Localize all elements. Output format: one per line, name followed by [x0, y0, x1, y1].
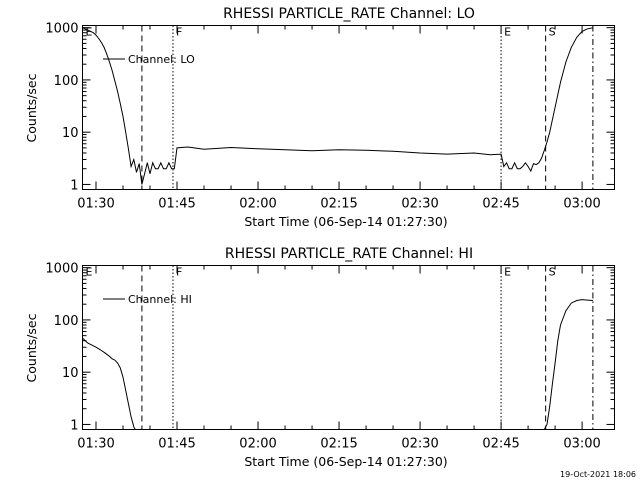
event-marker-label-lo: S: [549, 26, 556, 39]
y-tick-label-lo: 100: [54, 74, 79, 89]
ylabel-lo: Counts/sec: [24, 73, 39, 142]
chart-panel-lo: RHESSI PARTICLE_RATE Channel: LO Counts/…: [24, 6, 615, 229]
legend-entry-hi: Channel: HI: [128, 293, 192, 306]
y-tick-label-lo: 1: [70, 178, 78, 193]
event-marker-label-hi: E: [86, 266, 93, 279]
event-marker-label-hi: E: [504, 266, 511, 279]
y-tick-label-lo: 1000: [45, 22, 78, 37]
y-tick-label-hi: 1: [70, 418, 78, 433]
y-tick-label-hi: 1000: [45, 262, 78, 277]
series-hi: [82, 299, 593, 430]
x-tick-label-lo: 02:00: [239, 197, 276, 212]
tick-labels-lo: 01:30 01:45 02:00 02:15 02:30 02:45 03:00 1 10 10…: [45, 22, 600, 212]
tick-marks-hi: [82, 265, 615, 430]
legend-lo: Channel: LO: [103, 53, 195, 66]
x-tick-label-hi: 02:00: [239, 437, 276, 452]
event-marker-label-lo: E: [504, 26, 511, 39]
x-tick-label-hi: 02:30: [401, 437, 438, 452]
x-tick-label-hi: 02:45: [482, 437, 519, 452]
x-tick-label-hi: 03:00: [563, 437, 600, 452]
xlabel-hi: Start Time (06-Sep-14 01:27:30): [244, 454, 447, 469]
event-marker-label-hi: S: [549, 266, 556, 279]
x-tick-label-lo: 02:15: [320, 197, 357, 212]
y-tick-label-hi: 100: [54, 314, 79, 329]
footer-timestamp: 19-Oct-2021 18:06: [560, 470, 636, 479]
x-tick-label-lo: 03:00: [563, 197, 600, 212]
ylabel-hi: Counts/sec: [24, 313, 39, 382]
plot-frame-hi: [82, 265, 615, 430]
y-tick-label-lo: 10: [62, 126, 79, 141]
xlabel-lo: Start Time (06-Sep-14 01:27:30): [244, 214, 447, 229]
x-tick-label-hi: 01:30: [77, 437, 114, 452]
event-marker-label-lo: E: [86, 26, 93, 39]
series-lo: [82, 27, 593, 185]
legend-entry-lo: Channel: LO: [128, 53, 195, 66]
x-tick-label-lo: 02:45: [482, 197, 519, 212]
event-marker-label-lo: F: [176, 26, 182, 39]
x-tick-label-hi: 02:15: [320, 437, 357, 452]
chart-panel-hi: RHESSI PARTICLE_RATE Channel: HI Counts/…: [24, 246, 615, 469]
series-line-hi: [82, 299, 593, 430]
event-marker-label-hi: F: [176, 266, 182, 279]
x-tick-label-lo: 01:45: [158, 197, 195, 212]
x-tick-label-lo: 02:30: [401, 197, 438, 212]
x-tick-label-hi: 01:45: [158, 437, 195, 452]
plot-frame-lo: [82, 25, 615, 190]
tick-labels-hi: 01:30 01:45 02:00 02:15 02:30 02:45 03:00 1 10 10…: [45, 262, 600, 452]
chart-title-lo: RHESSI PARTICLE_RATE Channel: LO: [223, 6, 475, 22]
y-tick-label-hi: 10: [62, 366, 79, 381]
chart-title-hi: RHESSI PARTICLE_RATE Channel: HI: [225, 246, 473, 262]
legend-hi: Channel: HI: [103, 293, 192, 306]
series-line-lo: [82, 27, 593, 185]
x-tick-label-lo: 01:30: [77, 197, 114, 212]
tick-marks-lo: [82, 25, 615, 190]
